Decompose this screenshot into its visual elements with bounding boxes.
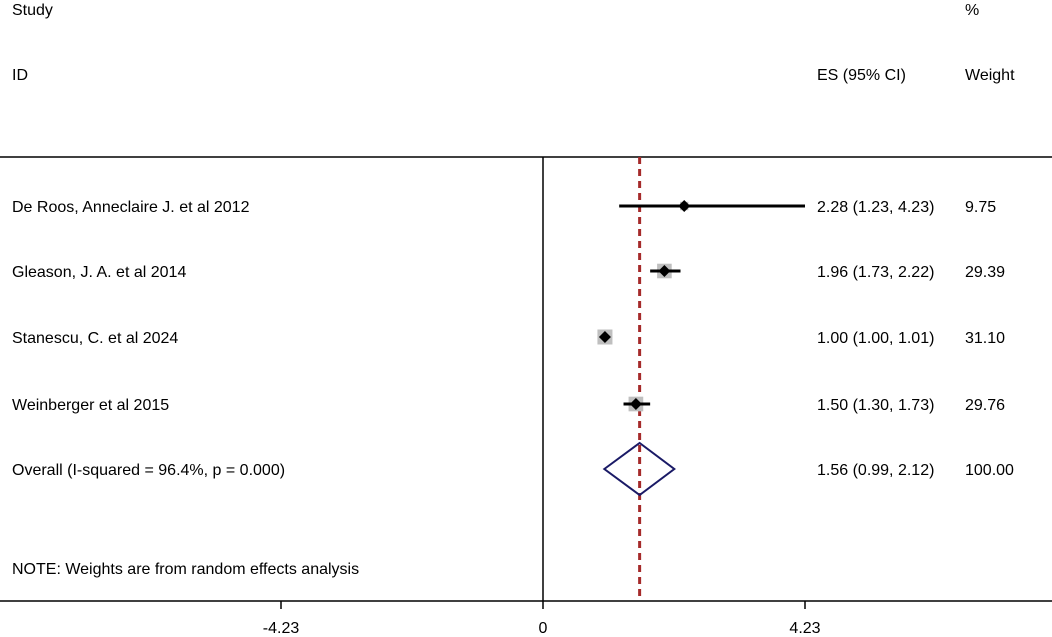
study-label: Gleason, J. A. et al 2014 (12, 264, 186, 281)
study-es-ci: 1.00 (1.00, 1.01) (817, 330, 934, 347)
overall-diamond (602, 441, 676, 497)
study-es-ci: 1.96 (1.73, 2.22) (817, 264, 934, 281)
x-tick-label: 0 (539, 620, 548, 637)
x-tick-label: -4.23 (263, 620, 300, 637)
study-es-ci: 2.28 (1.23, 4.23) (817, 199, 934, 216)
study-weight: 29.39 (965, 264, 1005, 281)
header-study: Study (12, 2, 53, 19)
header-es: ES (95% CI) (817, 67, 906, 84)
overall-label: Overall (I-squared = 96.4%, p = 0.000) (12, 462, 285, 479)
point-estimate (598, 331, 611, 343)
header-id: ID (12, 67, 28, 84)
study-weight: 31.10 (965, 330, 1005, 347)
point-estimate (629, 398, 642, 410)
footnote: NOTE: Weights are from random effects an… (12, 561, 359, 578)
study-label: De Roos, Anneclaire J. et al 2012 (12, 199, 250, 216)
study-label: Weinberger et al 2015 (12, 397, 169, 414)
study-label: Stanescu, C. et al 2024 (12, 330, 178, 347)
study-weight: 9.75 (965, 199, 996, 216)
overall-weight: 100.00 (965, 462, 1014, 479)
point-estimate (678, 200, 691, 212)
header-weight-percent: % (965, 2, 979, 19)
point-estimate (658, 265, 671, 277)
x-tick-label: 4.23 (789, 620, 820, 637)
header-weight: Weight (965, 67, 1015, 84)
study-weight: 29.76 (965, 397, 1005, 414)
overall-es-ci: 1.56 (0.99, 2.12) (817, 462, 934, 479)
study-es-ci: 1.50 (1.30, 1.73) (817, 397, 934, 414)
